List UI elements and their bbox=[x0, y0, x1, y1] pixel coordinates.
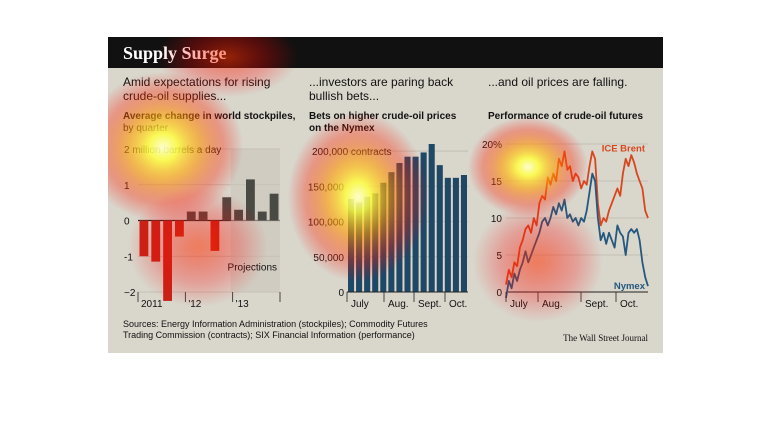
stockpile-bar bbox=[234, 209, 243, 221]
contracts-bar bbox=[380, 182, 387, 292]
y-tick-label: 1 bbox=[124, 181, 130, 192]
stockpile-bar bbox=[175, 220, 184, 237]
x-tick-label: Aug. bbox=[542, 299, 563, 310]
y-tick-label: 2 million barrels a day bbox=[124, 145, 221, 156]
x-tick-label: '13 bbox=[236, 299, 249, 310]
panel3-subtitle: Performance of crude-oil futures bbox=[488, 111, 644, 122]
x-tick-label: Oct. bbox=[449, 299, 467, 310]
contracts-bar bbox=[372, 193, 379, 292]
contracts-bar bbox=[412, 156, 419, 292]
credit: The Wall Street Journal bbox=[563, 333, 648, 343]
contracts-bar bbox=[364, 196, 371, 292]
contracts-bar bbox=[420, 152, 427, 292]
x-tick-label: '12 bbox=[188, 299, 201, 310]
contracts-bar bbox=[356, 202, 363, 292]
series-label-nymex: Nymex bbox=[614, 281, 646, 292]
x-tick-label: July bbox=[351, 299, 369, 310]
y-tick-label: 15 bbox=[491, 177, 503, 188]
stockpile-bar bbox=[246, 179, 255, 221]
y-tick-label: -1 bbox=[124, 252, 133, 263]
stockpile-bar bbox=[210, 220, 220, 251]
x-tick-label: July bbox=[510, 299, 528, 310]
contracts-bar bbox=[444, 177, 451, 292]
contracts-bar bbox=[452, 177, 459, 292]
y-tick-label: 50,000 bbox=[313, 253, 344, 264]
y-tick-label: 150,000 bbox=[308, 182, 345, 193]
charts-area: 2 million barrels a day10-1−2Projections… bbox=[124, 140, 649, 310]
panel3-heading: ...and oil prices are falling. bbox=[488, 75, 628, 89]
stockpile-bar bbox=[222, 197, 232, 221]
stockpile-bar bbox=[163, 220, 172, 301]
stockpile-bar bbox=[186, 211, 196, 221]
stockpile-bar bbox=[269, 193, 279, 221]
panel2-heading: ...investors are paring back bullish bet… bbox=[309, 75, 454, 103]
contracts-bar bbox=[436, 165, 443, 292]
y-tick-label: 5 bbox=[496, 251, 502, 262]
contracts-bar bbox=[428, 144, 435, 292]
series-line-nymex bbox=[505, 172, 649, 299]
x-tick-label: Sept. bbox=[418, 299, 441, 310]
x-tick-label: 2011 bbox=[141, 299, 163, 310]
stockpile-bar bbox=[198, 211, 208, 221]
y-tick-label: 100,000 bbox=[308, 218, 345, 229]
contracts-bar bbox=[404, 156, 411, 292]
y-tick-label: 200,000 contracts bbox=[312, 147, 392, 158]
y-tick-label: 10 bbox=[491, 214, 503, 225]
projections-label: Projections bbox=[228, 263, 277, 274]
y-tick-label: −2 bbox=[124, 288, 136, 299]
contracts-bar bbox=[396, 163, 403, 292]
x-tick-label: Sept. bbox=[585, 299, 608, 310]
x-tick-label: Oct. bbox=[620, 299, 638, 310]
series-label-ice-brent: ICE Brent bbox=[602, 143, 646, 154]
y-tick-label: 20% bbox=[482, 140, 502, 151]
y-tick-label: 0 bbox=[496, 288, 502, 299]
sources-note: Sources: Energy Information Administrati… bbox=[123, 319, 428, 340]
y-tick-label: 0 bbox=[338, 288, 344, 299]
infographic: Supply Surge Amid expectations for risin… bbox=[108, 37, 663, 353]
x-tick-label: Aug. bbox=[388, 299, 409, 310]
contracts-bar bbox=[460, 175, 467, 292]
stockpile-bar bbox=[139, 220, 149, 257]
contracts-bar bbox=[388, 172, 395, 292]
stockpile-bar bbox=[257, 211, 267, 221]
y-tick-label: 0 bbox=[124, 217, 130, 228]
stockpile-bar bbox=[151, 220, 161, 262]
contracts-bar bbox=[348, 198, 355, 292]
